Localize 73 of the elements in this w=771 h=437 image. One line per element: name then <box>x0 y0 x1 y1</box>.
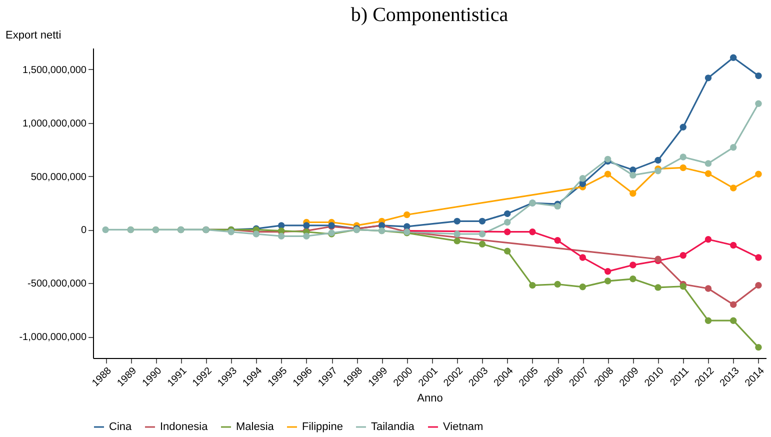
point <box>730 54 737 61</box>
legend-label: Indonesia <box>160 421 209 433</box>
point <box>478 230 486 238</box>
point <box>579 254 586 261</box>
point <box>504 210 511 218</box>
legend-label: Tailandia <box>371 421 416 433</box>
point <box>730 317 737 324</box>
point <box>630 190 636 197</box>
y-tick-label: -500,000,000 <box>28 278 87 290</box>
point <box>680 252 686 259</box>
point <box>755 344 762 351</box>
point <box>529 282 536 289</box>
point <box>730 301 737 308</box>
point <box>102 226 109 234</box>
y-tick-label: 1,000,000,000 <box>22 118 87 130</box>
point <box>704 236 712 243</box>
point <box>504 218 511 226</box>
point <box>554 237 561 244</box>
point <box>680 283 686 290</box>
point <box>654 156 662 164</box>
point <box>504 228 511 236</box>
point <box>504 248 511 254</box>
point <box>680 124 686 130</box>
point <box>755 72 762 80</box>
point <box>579 175 586 182</box>
point <box>704 170 712 177</box>
point <box>654 168 662 174</box>
chart-title: b) Componentistica <box>350 4 508 26</box>
point <box>604 170 612 178</box>
point <box>704 74 712 82</box>
y-axis-title: Export netti <box>6 30 62 42</box>
legend-label: Vietnam <box>443 421 484 433</box>
point <box>303 232 310 240</box>
point <box>755 282 762 289</box>
point <box>730 184 737 192</box>
point <box>303 222 310 229</box>
point <box>755 254 762 261</box>
point <box>730 242 737 249</box>
point <box>278 232 285 240</box>
point <box>554 280 561 288</box>
point <box>454 238 460 244</box>
point <box>755 170 762 178</box>
point <box>579 180 586 188</box>
point <box>680 154 686 160</box>
point <box>554 202 561 210</box>
point <box>630 262 636 268</box>
point <box>454 218 460 225</box>
legend-label: Cina <box>109 421 133 433</box>
point <box>478 218 486 225</box>
point <box>704 317 712 324</box>
point <box>704 160 712 167</box>
point <box>404 211 410 218</box>
point <box>730 144 737 151</box>
point <box>755 100 762 107</box>
point <box>454 230 460 238</box>
y-tick-label: -1,000,000,000 <box>19 332 87 344</box>
y-tick-label: 1,500,000,000 <box>22 64 87 76</box>
point <box>680 164 686 172</box>
point <box>478 240 486 248</box>
point <box>654 284 662 291</box>
point <box>228 228 234 236</box>
point <box>529 228 536 236</box>
y-tick-label: 500,000,000 <box>30 172 87 183</box>
point <box>579 284 586 290</box>
y-tick-label: 0 <box>80 225 87 236</box>
point <box>604 268 612 275</box>
legend-label: Malesia <box>236 421 275 433</box>
x-axis-title: Anno <box>417 392 443 404</box>
legend-label: Filippine <box>302 421 343 433</box>
point <box>630 172 636 179</box>
point <box>604 278 612 284</box>
point <box>704 285 712 292</box>
point <box>630 276 636 282</box>
